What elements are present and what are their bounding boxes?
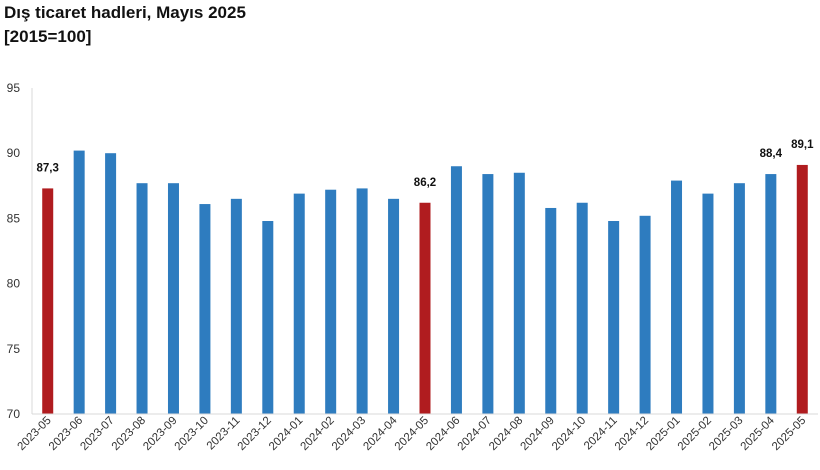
x-tick-label: 2025-03 [707,415,745,453]
x-tick-label: 2023-08 [110,415,148,453]
x-axis: 2023-052023-062023-072023-082023-092023-… [16,413,818,453]
data-label-2024-05: 86,2 [414,177,436,189]
bar-2023-06 [73,150,85,415]
y-tick-label: 75 [7,342,21,356]
x-tick-label: 2024-02 [298,415,336,453]
y-tick-label: 85 [7,211,21,225]
chart-subtitle: [2015=100] [4,27,92,46]
bar-2024-09 [545,207,557,414]
x-tick-label: 2025-01 [644,415,682,453]
x-tick-label: 2023-12 [236,415,274,453]
x-tick-label: 2023-06 [47,415,85,453]
bar-2025-03 [733,183,745,414]
bar-2025-01 [671,180,683,414]
bar-2024-05 [419,202,431,414]
bar-2023-09 [167,183,179,414]
data-label-2025-05: 89,1 [791,139,814,151]
x-tick-label: 2024-06 [424,415,462,453]
x-tick-label: 2023-05 [16,415,54,453]
x-tick-label: 2024-09 [519,415,557,453]
bar-2023-12 [262,221,274,414]
x-tick-label: 2024-12 [613,415,651,453]
bar-2023-08 [136,183,148,414]
bar-2023-07 [105,153,117,414]
y-tick-label: 80 [7,277,21,291]
data-label-2025-04: 88,4 [760,148,783,160]
bar-2024-03 [356,188,368,414]
bar-2024-06 [450,166,462,414]
x-tick-label: 2024-03 [330,415,368,453]
x-tick-label: 2024-01 [267,415,305,453]
y-axis: 70 75 80 85 90 95 [7,81,33,421]
bar-2025-02 [702,193,714,414]
y-tick-label: 95 [7,81,21,95]
bar-2024-04 [388,198,400,414]
bar-2025-04 [765,174,777,414]
bar-2023-11 [230,198,242,414]
data-label-2023-05: 87,3 [37,162,59,174]
x-tick-label: 2023-09 [141,415,179,453]
x-tick-label: 2025-02 [676,415,714,453]
x-tick-label: 2025-05 [770,415,808,453]
x-tick-label: 2024-08 [487,415,525,453]
bar-2025-05 [796,164,808,414]
bar-2024-02 [325,189,337,414]
bar-2024-11 [608,221,620,414]
bar-2023-05 [42,188,54,414]
bar-2023-10 [199,204,211,414]
y-tick-label: 90 [7,146,21,160]
bars [42,150,808,415]
x-tick-label: 2023-10 [173,415,211,453]
chart-title: Dış ticaret hadleri, Mayıs 2025 [4,3,246,22]
y-tick-label: 70 [7,407,21,421]
bar-2024-01 [293,193,305,414]
x-tick-label: 2024-07 [456,415,494,453]
bar-2024-07 [482,174,494,414]
data-labels: 87,3 86,2 88,4 89,1 [37,139,815,189]
x-tick-label: 2024-10 [550,415,588,453]
bar-2024-08 [513,172,525,414]
bar-2024-12 [639,215,651,414]
x-tick-label: 2024-05 [393,415,431,453]
x-tick-label: 2023-07 [78,415,116,453]
bar-2024-10 [576,202,588,414]
